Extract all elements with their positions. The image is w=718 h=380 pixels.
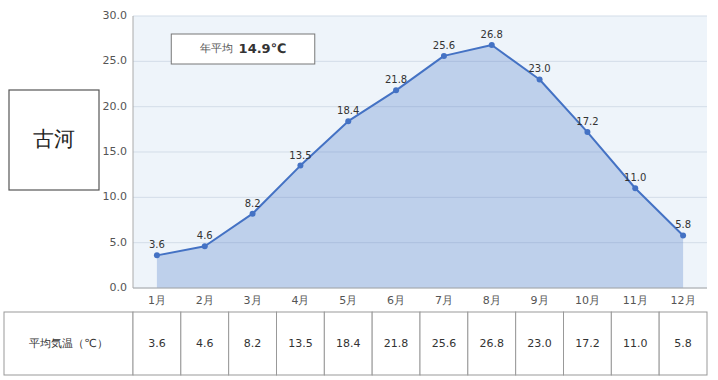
- line: [157, 45, 683, 255]
- data-label: 18.4: [337, 105, 359, 116]
- marker: [345, 118, 351, 124]
- marker: [297, 163, 303, 169]
- annotation-text: 年平均: [200, 42, 233, 55]
- grid-line: [133, 16, 707, 17]
- table-cell: [324, 312, 372, 375]
- annotation: 年平均 14.9℃: [200, 41, 287, 56]
- table-value: 5.8: [674, 337, 692, 350]
- y-tick-label: 30.0: [103, 9, 128, 22]
- table-value: 11.0: [623, 337, 648, 350]
- table-value: 17.2: [575, 337, 600, 350]
- table-value: 4.6: [196, 337, 214, 350]
- data-label: 23.0: [528, 63, 550, 74]
- marker: [393, 87, 399, 93]
- table-cell: [420, 312, 468, 375]
- table-value: 23.0: [527, 337, 552, 350]
- annotation-box: [171, 34, 315, 64]
- x-tick-label: 1月: [148, 294, 166, 307]
- x-tick-label: 3月: [244, 294, 262, 307]
- data-label: 5.8: [675, 219, 691, 230]
- x-tick-label: 9月: [531, 294, 549, 307]
- marker: [441, 53, 447, 59]
- table-value: 13.5: [288, 337, 313, 350]
- y-tick-label: 10.0: [103, 190, 128, 203]
- table-label-cell: [4, 312, 133, 375]
- x-axis-line: [133, 288, 707, 289]
- marker: [584, 129, 590, 135]
- table-value: 18.4: [336, 337, 361, 350]
- y-tick-label: 5.0: [110, 236, 128, 249]
- title-box: [9, 90, 99, 190]
- grid-line: [133, 288, 707, 289]
- table-cell: [133, 312, 181, 375]
- title: 古河: [33, 127, 75, 151]
- annotation-text: 14.9℃: [239, 41, 287, 56]
- data-group: [154, 42, 686, 288]
- x-tick-label: 10月: [575, 294, 600, 307]
- data-label: 4.6: [197, 230, 213, 241]
- x-tick-label: 11月: [623, 294, 648, 307]
- marker: [489, 42, 495, 48]
- x-tick-label: 5月: [339, 294, 357, 307]
- table-cell: [468, 312, 516, 375]
- data-label: 8.2: [245, 198, 261, 209]
- marker: [154, 252, 160, 258]
- chart-root: 0.0 5.0 10.0 15.0 20.0 25.0 30.0 1月 2月 3月 4月 5月 6月 7月…: [0, 0, 718, 380]
- table-cell: [181, 312, 229, 375]
- x-tick-label: 4月: [291, 294, 309, 307]
- marker: [680, 232, 686, 238]
- table-value: 25.6: [432, 337, 457, 350]
- data-label: 3.6: [149, 239, 165, 250]
- table-cell: [611, 312, 659, 375]
- y-axis-line: [133, 16, 134, 288]
- data-label: 13.5: [289, 150, 311, 161]
- y-tick-label: 15.0: [103, 145, 128, 158]
- table-value: 8.2: [244, 337, 262, 350]
- table-cell: [659, 312, 707, 375]
- data-table: 平均気温（℃） 3.6 4.6 8.2 13.5 18.4 21.8 25.6 26.8 23.0…: [4, 312, 707, 375]
- x-tick-label: 8月: [483, 294, 501, 307]
- x-tick-label: 6月: [387, 294, 405, 307]
- y-tick-label: 0.0: [110, 281, 128, 294]
- marker: [537, 76, 543, 82]
- data-label: 25.6: [433, 40, 455, 51]
- table-value: 26.8: [480, 337, 505, 350]
- marker: [632, 185, 638, 191]
- table-cell: [229, 312, 277, 375]
- table-cell: [564, 312, 612, 375]
- table-cell: [516, 312, 564, 375]
- y-tick-label: 20.0: [103, 100, 128, 113]
- table-label: 平均気温（℃）: [29, 337, 107, 350]
- table-value: 21.8: [384, 337, 409, 350]
- marker: [250, 211, 256, 217]
- data-label: 11.0: [624, 172, 646, 183]
- marker: [202, 243, 208, 249]
- data-label: 17.2: [576, 116, 598, 127]
- data-label: 26.8: [481, 29, 503, 40]
- x-tick-label: 12月: [671, 294, 696, 307]
- x-tick-label: 7月: [435, 294, 453, 307]
- x-tick-label: 2月: [196, 294, 214, 307]
- table-cell: [277, 312, 325, 375]
- table-value: 3.6: [148, 337, 166, 350]
- table-cell: [372, 312, 420, 375]
- data-label: 21.8: [385, 74, 407, 85]
- y-tick-label: 25.0: [103, 54, 128, 67]
- plot-background: [133, 16, 707, 288]
- area: [157, 45, 683, 288]
